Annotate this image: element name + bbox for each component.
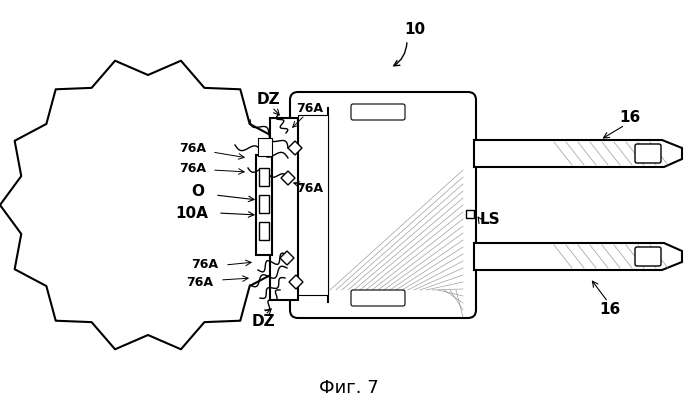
Text: 16: 16 [600, 303, 621, 318]
Bar [270, 118, 298, 300]
Polygon shape [288, 141, 302, 155]
FancyBboxPatch shape [290, 92, 476, 318]
Polygon shape [289, 275, 303, 289]
Text: 10: 10 [404, 23, 426, 38]
Text: DZ: DZ [256, 92, 280, 107]
Bar [259, 168, 269, 186]
Text: DZ: DZ [251, 315, 275, 330]
FancyBboxPatch shape [635, 247, 661, 266]
Text: 10A: 10A [176, 205, 209, 220]
Text: 76A: 76A [297, 102, 323, 115]
Bar [259, 195, 269, 213]
FancyBboxPatch shape [351, 104, 405, 120]
Bar [298, 115, 328, 295]
Polygon shape [281, 171, 295, 185]
Text: 76A: 76A [191, 258, 218, 271]
FancyBboxPatch shape [635, 144, 661, 163]
Text: 76A: 76A [179, 141, 207, 154]
Text: 76A: 76A [179, 162, 207, 175]
Bar [258, 138, 272, 156]
Text: O: O [191, 185, 205, 200]
Polygon shape [474, 243, 682, 270]
Text: 76A: 76A [297, 181, 323, 194]
Text: 76A: 76A [186, 277, 214, 290]
FancyBboxPatch shape [351, 290, 405, 306]
Text: 16: 16 [619, 111, 641, 126]
Text: Фиг. 7: Фиг. 7 [319, 379, 379, 397]
Text: LS: LS [480, 213, 500, 228]
Bar [259, 222, 269, 240]
Bar [256, 155, 272, 255]
Polygon shape [280, 251, 294, 265]
Bar [466, 210, 474, 218]
Polygon shape [474, 140, 682, 167]
